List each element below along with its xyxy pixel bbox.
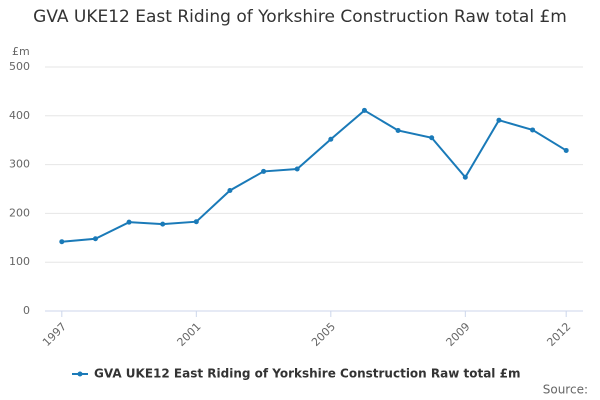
data-point bbox=[328, 136, 334, 142]
y-tick-label: 100 bbox=[9, 255, 30, 268]
series-line bbox=[61, 109, 567, 243]
data-point bbox=[193, 219, 199, 225]
x-tick-label: 2012 bbox=[544, 320, 573, 349]
data-point bbox=[227, 187, 233, 193]
y-tick-label: 400 bbox=[9, 109, 30, 122]
y-tick-label: 500 bbox=[9, 60, 30, 73]
legend-marker bbox=[77, 371, 83, 377]
data-point bbox=[462, 174, 468, 180]
data-point bbox=[563, 147, 569, 153]
data-point bbox=[160, 221, 166, 227]
data-point bbox=[530, 127, 536, 133]
data-point bbox=[361, 107, 367, 113]
data-point bbox=[429, 135, 435, 141]
data-point bbox=[261, 168, 267, 174]
x-tick-label: 2005 bbox=[309, 320, 338, 349]
y-axis-label: £m bbox=[12, 45, 30, 58]
source: Source: bbox=[543, 383, 588, 397]
y-tick-label: 0 bbox=[23, 304, 30, 317]
x-tick-label: 1997 bbox=[40, 320, 69, 349]
y-tick-label: 300 bbox=[9, 158, 30, 171]
data-point bbox=[496, 117, 502, 123]
x-tick-label: 2001 bbox=[175, 320, 204, 349]
x-tick-label: 2009 bbox=[444, 320, 473, 349]
data-point bbox=[294, 166, 300, 172]
data-point bbox=[59, 239, 65, 245]
data-point bbox=[126, 219, 132, 225]
legend-label: GVA UKE12 East Riding of Yorkshire Const… bbox=[94, 367, 520, 381]
y-tick-label: 200 bbox=[9, 206, 30, 219]
data-point bbox=[92, 236, 98, 242]
data-point bbox=[395, 127, 401, 133]
chart-title: GVA UKE12 East Riding of Yorkshire Const… bbox=[33, 7, 567, 27]
